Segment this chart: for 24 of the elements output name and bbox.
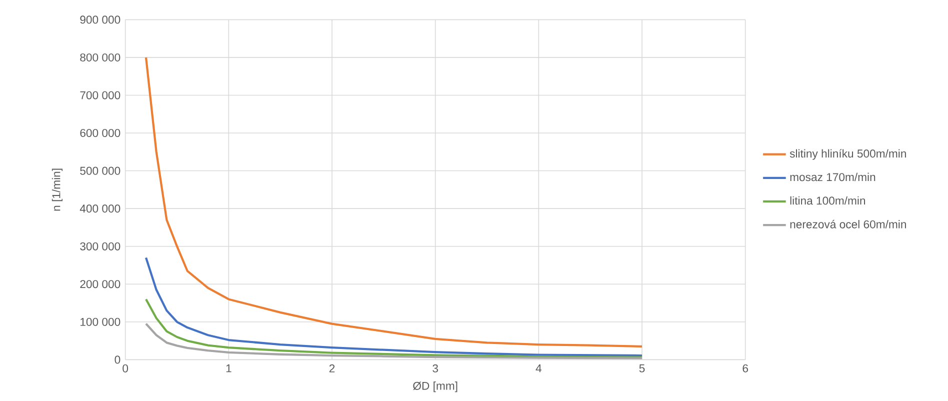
y-tick-label: 0 [114, 356, 120, 364]
x-tick-label: 6 [742, 364, 748, 372]
x-tick-label: 3 [432, 364, 438, 372]
legend-label: slitiny hliníku 500m/min [790, 149, 906, 160]
x-tick-label: 4 [536, 364, 542, 372]
y-tick-label: 700 000 [80, 91, 120, 100]
x-tick-label: 1 [226, 364, 232, 372]
x-axis-title: ØD [mm] [413, 382, 458, 392]
y-axis-title: n [1/min] [52, 168, 62, 211]
y-tick-label: 500 000 [80, 166, 120, 175]
y-tick-label: 200 000 [80, 280, 120, 288]
legend-label: mosaz 170m/min [790, 172, 876, 182]
line-series [144, 56, 644, 348]
y-tick-label: 800 000 [80, 53, 120, 62]
x-tick-label: 2 [329, 364, 335, 372]
legend-label: litina 100m/min [790, 196, 866, 205]
y-tick-label: 100 000 [80, 318, 120, 326]
y-tick-label: 300 000 [80, 242, 120, 250]
legend-label: nerezová ocel 60m/min [790, 220, 906, 228]
y-tick-label: 600 000 [80, 129, 120, 138]
x-tick-label: 0 [122, 364, 128, 372]
y-tick-label: 400 000 [80, 204, 120, 213]
x-tick-label: 5 [639, 364, 645, 372]
y-tick-label: 900 000 [80, 16, 120, 24]
